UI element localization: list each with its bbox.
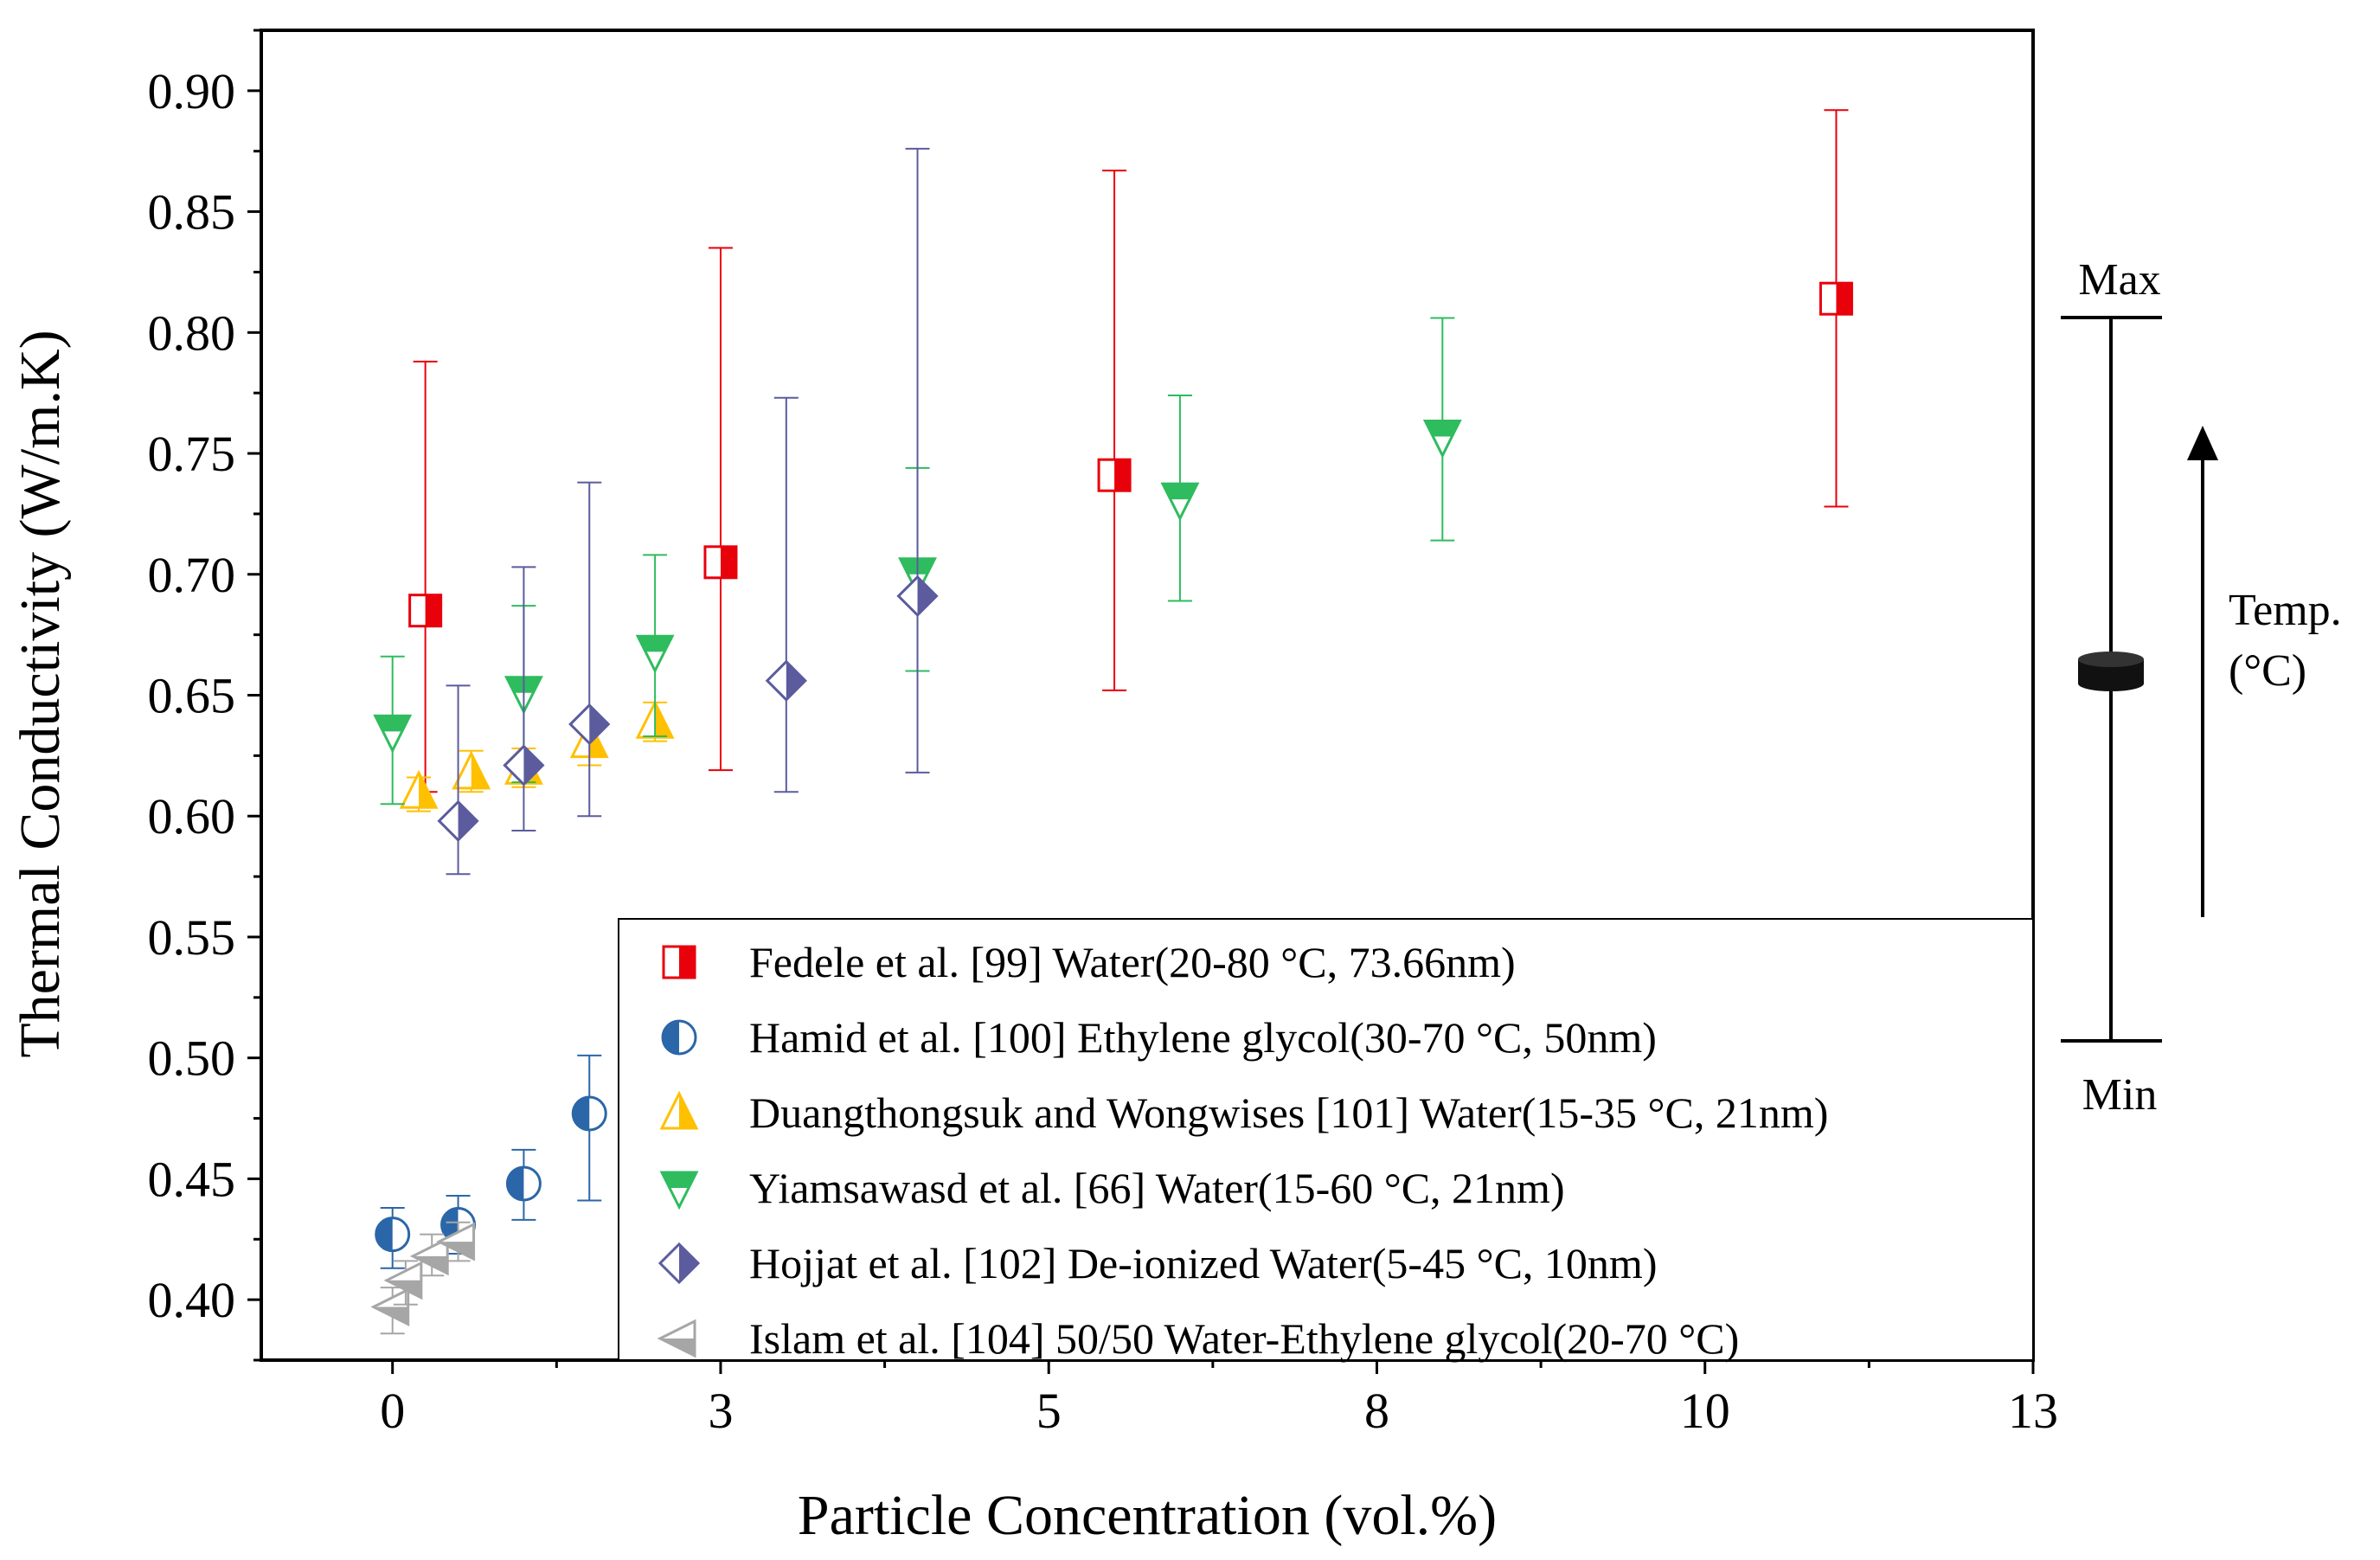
data-point (1097, 458, 1132, 492)
legend-item: Yiamsawasd et al. [66] Water(15-60 °C, 2… (659, 1164, 1565, 1212)
data-point (408, 594, 443, 628)
legend-label: Islam et al. [104] 50/50 Water-Ethylene … (749, 1314, 1739, 1363)
data-point (703, 545, 738, 580)
series-circle-half (375, 1054, 607, 1269)
y-tick-label: 0.60 (148, 788, 236, 844)
y-tick-label: 0.65 (148, 668, 236, 724)
data-point (370, 1287, 410, 1326)
data-point (896, 575, 939, 618)
series-square-half (408, 109, 1853, 793)
data-point (571, 1095, 607, 1132)
y-tick-label: 0.70 (148, 547, 236, 603)
error-bar (511, 566, 536, 831)
y-tick-label: 0.90 (148, 63, 236, 119)
y-tick-label: 0.50 (148, 1030, 236, 1087)
data-point (373, 714, 413, 754)
error-bar (577, 481, 602, 818)
legend-marker-triangle-left-half (657, 1319, 696, 1358)
legend-item: Fedele et al. [99] Water(20-80 °C, 73.66… (662, 938, 1516, 986)
data-point (409, 1236, 449, 1276)
data-point (437, 799, 479, 842)
x-tick-label: 13 (2008, 1383, 2058, 1439)
error-bar (446, 684, 471, 876)
data-point (436, 1222, 476, 1261)
y-tick-label: 0.45 (148, 1151, 236, 1207)
legend: Fedele et al. [99] Water(20-80 °C, 73.66… (618, 918, 2034, 1363)
temperature-min-label: Min (2082, 1070, 2158, 1120)
data-point (375, 1217, 411, 1253)
x-tick-label: 10 (1680, 1383, 1730, 1439)
temperature-scale-thumb (2078, 652, 2144, 691)
x-axis-title: Particle Concentration (vol.%) (798, 1484, 1497, 1547)
legend-box (618, 918, 2034, 1361)
legend-marker-diamond-half (658, 1242, 701, 1285)
temperature-axis-unit: (°C) (2229, 646, 2306, 696)
legend-marker-square-half (662, 945, 696, 979)
y-axis-title: Thermal Conductivity (W/m.K) (9, 330, 72, 1057)
x-tick-label: 8 (1364, 1383, 1389, 1439)
data-point (1819, 281, 1853, 316)
data-point (399, 769, 439, 809)
data-point (1422, 419, 1462, 459)
data-point (452, 750, 491, 790)
legend-item: Hamid et al. [100] Ethylene glycol(30-70… (661, 1013, 1657, 1062)
data-point (568, 703, 611, 746)
y-tick-label: 0.75 (148, 426, 236, 482)
legend-label: Hojjat et al. [102] De-ionized Water(5-4… (749, 1239, 1657, 1287)
y-tick-label: 0.80 (148, 305, 236, 361)
temperature-axis-label: Temp. (2229, 586, 2342, 635)
legend-marker-circle-half (661, 1019, 697, 1056)
legend-label: Yiamsawasd et al. [66] Water(15-60 °C, 2… (749, 1164, 1565, 1212)
data-point (635, 634, 675, 674)
series-triangle-left-half (370, 1221, 476, 1335)
legend-label: Hamid et al. [100] Ethylene glycol(30-70… (749, 1013, 1657, 1062)
y-tick-label: 0.40 (148, 1272, 236, 1328)
data-point (505, 1165, 542, 1202)
data-point (1160, 482, 1200, 522)
error-bar (708, 247, 733, 772)
legend-item: Hojjat et al. [102] De-ionized Water(5-4… (658, 1239, 1657, 1287)
x-tick-label: 3 (708, 1383, 733, 1439)
temperature-arrow-up-icon (2187, 426, 2218, 460)
x-tick-label: 0 (380, 1383, 405, 1439)
temperature-scale: Max Min Temp. (°C) (2061, 255, 2342, 1120)
axis-ticks (247, 29, 2035, 1374)
error-bar (413, 360, 438, 793)
series-layer (370, 109, 1853, 1335)
series-triangle-up-half (399, 699, 675, 812)
temperature-max-label: Max (2078, 255, 2160, 305)
error-bar (1102, 170, 1127, 691)
series-diamond-half (437, 147, 939, 876)
data-point (765, 659, 807, 702)
legend-marker-triangle-up-half (659, 1090, 699, 1130)
tick-labels: 0.40 0.45 0.50 0.55 0.60 0.65 0.70 0.75 0.80 0.85… (148, 63, 2059, 1439)
data-point (503, 744, 545, 786)
data-point (383, 1261, 423, 1300)
x-tick-label: 5 (1036, 1383, 1062, 1439)
y-tick-label: 0.85 (148, 184, 236, 241)
legend-item: Islam et al. [104] 50/50 Water-Ethylene … (657, 1314, 1739, 1363)
error-bar (905, 147, 930, 774)
error-bar (773, 396, 799, 793)
legend-item: Duangthongsuk and Wongwises [101] Water(… (659, 1088, 1828, 1137)
y-tick-label: 0.55 (148, 909, 236, 966)
legend-label: Fedele et al. [99] Water(20-80 °C, 73.66… (749, 938, 1516, 986)
legend-marker-triangle-down-half (659, 1171, 699, 1210)
legend-label: Duangthongsuk and Wongwises [101] Water(… (749, 1088, 1828, 1137)
